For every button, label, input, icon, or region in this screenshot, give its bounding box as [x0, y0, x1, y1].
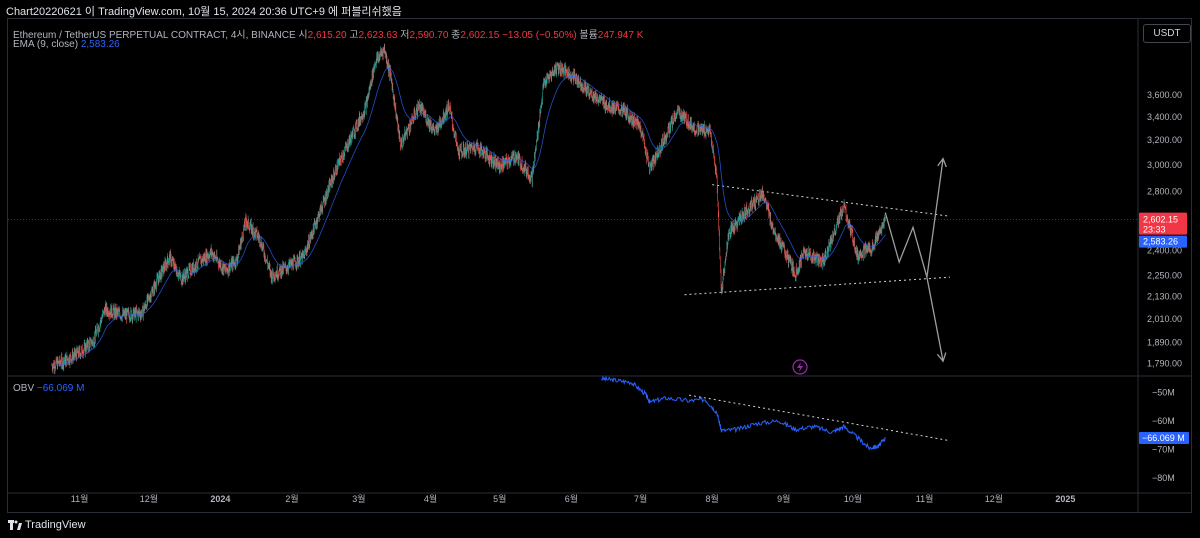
tradingview-logo-icon [8, 520, 22, 530]
publish-header: Chart20220621 이 TradingView.com, 10월 15,… [0, 0, 1200, 18]
time-axis-tick: 6월 [565, 493, 578, 504]
time-axis-tick: 2024 [210, 494, 230, 504]
price-axis-tick: 2,010.00 [1147, 314, 1182, 324]
open-label: 시 [298, 30, 308, 41]
current-price-tag-text: 2,602.15 [1143, 215, 1178, 225]
price-axis-tick: 3,000.00 [1147, 160, 1182, 170]
triangle-lower-line[interactable] [684, 276, 951, 296]
arrow-down-head [936, 352, 947, 363]
projection-path[interactable] [884, 212, 928, 278]
ema-tag-text: 2,583.26 [1143, 237, 1178, 247]
footer-brand: TradingView [25, 519, 86, 531]
time-axis-tick: 4월 [424, 493, 437, 504]
ema-value: 2,583.26 [80, 39, 120, 50]
time-axis-tick: 7월 [634, 493, 647, 504]
arrow-up-head [937, 157, 947, 168]
countdown-tag-text: 23:33 [1143, 225, 1166, 235]
obv-axis-tick: −50M [1152, 387, 1175, 397]
ema-legend: EMA (9, close) 2,583.26 [13, 39, 120, 50]
price-axis-tick: 2,250.00 [1147, 270, 1182, 280]
price-legend: Ethereum / TetherUS PERPETUAL CONTRACT, … [13, 26, 643, 41]
price-candles [51, 43, 886, 375]
obv-tag-text: −66.069 M [1142, 433, 1185, 443]
footer: TradingView [0, 513, 1200, 538]
price-axis-tick: 3,600.00 [1147, 90, 1182, 100]
volume-value: 247.947 K [597, 30, 644, 41]
time-axis-tick: 9월 [777, 493, 790, 504]
close-label: 종 [451, 30, 461, 41]
price-axis-tick: 2,400.00 [1147, 246, 1182, 256]
time-axis-tick: 8월 [706, 493, 719, 504]
time-axis-tick: 2월 [285, 493, 298, 504]
volume-label: 볼륨 [579, 30, 598, 41]
low-value: 2,590.70 [409, 30, 449, 41]
obv-axis-tick: −70M [1152, 444, 1175, 454]
currency-button[interactable]: USDT [1143, 24, 1191, 43]
obv-axis-tick: −60M [1152, 416, 1175, 426]
low-label: 저 [400, 30, 410, 41]
publish-title: Chart20220621 이 TradingView.com, 10월 15,… [6, 6, 402, 18]
time-axis-tick: 5월 [493, 493, 506, 504]
price-axis-tick: 3,200.00 [1147, 135, 1182, 145]
high-value: 2,623.63 [358, 30, 398, 41]
obv-label: OBV [13, 383, 35, 394]
arrow-down[interactable] [926, 277, 944, 362]
high-label: 고 [349, 30, 359, 41]
price-axis-tick: 1,890.00 [1147, 337, 1182, 347]
obv-legend: OBV −66.069 M [13, 383, 84, 394]
time-axis-tick: 2025 [1055, 494, 1075, 504]
obv-tag [1139, 432, 1189, 445]
lightning-icon-glyph [797, 362, 803, 372]
time-axis-tick: 3월 [352, 493, 365, 504]
time-axis-tick: 12월 [985, 493, 1003, 504]
price-axis-tick: 1,790.00 [1147, 358, 1182, 368]
close-value: 2,602.15 [460, 30, 500, 41]
obv-trend-line[interactable] [689, 394, 951, 442]
ema-label: EMA (9, close) [13, 39, 79, 50]
time-axis-tick: 10월 [844, 493, 862, 504]
time-axis-tick: 11월 [916, 493, 934, 504]
obv-pane [601, 374, 951, 451]
price-axis-tick: 2,800.00 [1147, 186, 1182, 196]
current-price-tag [1139, 212, 1187, 235]
price-axis-tick: 2,130.00 [1147, 292, 1182, 302]
lightning-icon[interactable] [792, 359, 808, 375]
obv-line [601, 374, 886, 451]
obv-axis-tick: −80M [1152, 473, 1175, 483]
price-axis-tick: 3,400.00 [1147, 112, 1182, 122]
ema-tag [1139, 235, 1187, 248]
ema-line [51, 67, 886, 367]
symbol-name: Ethereum / TetherUS PERPETUAL CONTRACT, … [13, 30, 296, 41]
open-value: 2,615.20 [307, 30, 347, 41]
time-axis-tick: 12월 [140, 493, 158, 504]
obv-value: −66.069 M [36, 383, 85, 394]
change-value: −13.05 (−0.50%) [502, 30, 577, 41]
time-axis-tick: 11월 [71, 493, 89, 504]
arrow-up[interactable] [926, 158, 944, 278]
